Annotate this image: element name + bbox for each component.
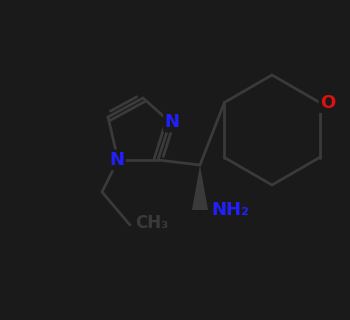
Text: N: N [164,113,180,131]
Text: N: N [110,151,125,169]
Text: NH₂: NH₂ [211,201,249,219]
Text: CH₃: CH₃ [135,214,169,232]
Polygon shape [192,165,208,210]
Text: O: O [320,93,335,111]
